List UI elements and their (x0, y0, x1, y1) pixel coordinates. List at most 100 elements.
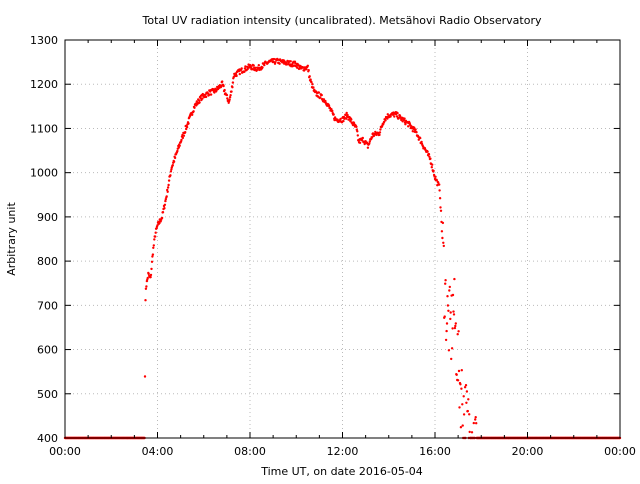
x-tick-label: 16:00 (419, 445, 451, 458)
data-point (451, 327, 454, 330)
data-point (393, 115, 396, 118)
data-point (153, 238, 156, 241)
data-point (152, 246, 155, 249)
data-point (438, 189, 441, 192)
data-point (225, 93, 229, 97)
data-point (261, 66, 264, 69)
data-point (438, 183, 441, 186)
data-point (448, 289, 451, 292)
x-tick-label: 00:00 (604, 445, 636, 458)
x-axis-label: Time UT, on date 2016-05-04 (260, 465, 423, 478)
data-point (307, 69, 310, 72)
x-tick-label: 08:00 (234, 445, 266, 458)
data-point (452, 313, 456, 316)
data-point (336, 118, 339, 121)
data-point (312, 86, 315, 89)
data-point (386, 117, 389, 120)
data-point (441, 236, 444, 240)
data-point (181, 136, 185, 140)
data-point (226, 97, 229, 100)
data-point (414, 128, 417, 131)
data-point (306, 64, 309, 68)
data-point (459, 383, 462, 386)
data-point (331, 109, 334, 113)
data-point (452, 310, 455, 313)
data-point (160, 216, 164, 220)
data-point (456, 333, 459, 336)
data-point (460, 387, 463, 390)
data-point (166, 190, 169, 193)
data-point (444, 338, 448, 342)
data-point (289, 60, 292, 63)
data-point (445, 322, 449, 325)
data-point (230, 90, 233, 93)
data-point (274, 61, 277, 64)
data-point (213, 91, 216, 94)
data-point (191, 113, 194, 117)
data-point (384, 119, 387, 122)
data-point (446, 304, 450, 307)
data-point (395, 115, 399, 118)
data-point (166, 188, 169, 192)
data-point (180, 138, 183, 142)
data-point (163, 203, 167, 206)
data-point (244, 65, 247, 68)
data-point (228, 98, 231, 101)
data-point (332, 113, 335, 116)
x-tick-label: 20:00 (512, 445, 544, 458)
data-point (235, 74, 238, 78)
data-point (356, 130, 359, 133)
data-point (386, 113, 389, 116)
data-point (187, 122, 190, 125)
data-point (345, 111, 348, 115)
data-point (144, 287, 148, 290)
data-point (449, 317, 452, 321)
data-point (411, 130, 414, 133)
data-point (227, 101, 230, 105)
data-point (458, 406, 461, 409)
data-point (185, 125, 189, 129)
data-point (431, 163, 434, 166)
data-point (447, 349, 451, 352)
data-point (434, 175, 437, 178)
data-point (360, 139, 364, 142)
data-point (461, 424, 464, 427)
data-point (447, 309, 450, 312)
data-point (417, 138, 420, 141)
data-point (428, 155, 431, 158)
data-point (272, 57, 276, 61)
data-point (177, 146, 180, 149)
data-point (463, 386, 467, 389)
data-point (404, 123, 407, 126)
data-point (358, 141, 362, 144)
data-point (317, 91, 321, 94)
data-point (171, 164, 174, 167)
data-point (368, 142, 371, 145)
data-point (209, 93, 213, 96)
y-tick-label: 1100 (30, 122, 58, 135)
data-point (420, 140, 423, 144)
data-point (413, 126, 416, 129)
data-point (372, 134, 376, 138)
data-point (445, 329, 448, 333)
data-point (396, 111, 399, 115)
data-point (193, 106, 196, 110)
data-point (430, 166, 433, 169)
y-tick-label: 1200 (30, 78, 58, 91)
data-point (462, 413, 466, 416)
data-point (355, 125, 358, 128)
data-point (346, 113, 349, 117)
data-point (164, 199, 167, 203)
data-point (460, 369, 463, 372)
data-point (150, 267, 153, 271)
data-point (432, 169, 435, 173)
data-point (164, 198, 167, 201)
y-tick-label: 800 (37, 255, 58, 268)
data-point (468, 430, 471, 434)
data-point (407, 125, 410, 128)
data-point (339, 117, 342, 121)
data-point (169, 170, 173, 173)
data-point (144, 299, 147, 302)
data-point (449, 311, 452, 314)
